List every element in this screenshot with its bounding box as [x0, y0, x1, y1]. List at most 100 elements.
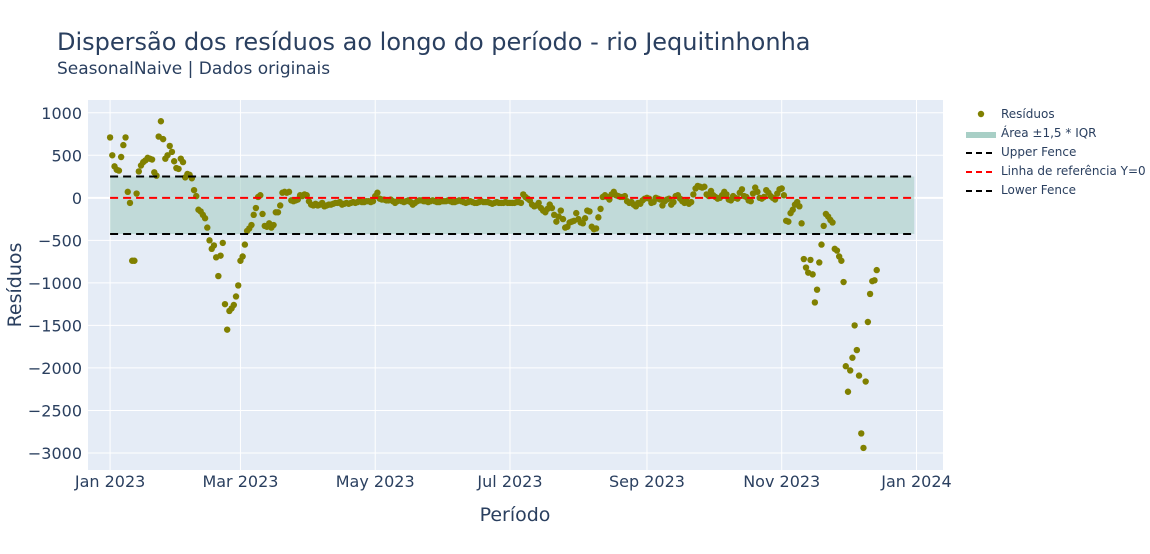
residual-point	[811, 299, 819, 306]
residual-point	[873, 266, 880, 274]
residual-point	[241, 241, 249, 248]
residual-point	[124, 188, 131, 196]
residual-point	[820, 222, 827, 230]
residual-point	[855, 372, 863, 379]
residual-point	[802, 264, 810, 271]
y-tick-label: −2000	[28, 359, 82, 378]
residual-point	[239, 253, 246, 260]
residual-point	[166, 142, 173, 150]
residual-point	[235, 282, 242, 289]
residual-point	[858, 430, 865, 437]
residual-point	[807, 256, 814, 264]
legend-marker-symbol	[977, 110, 985, 118]
residual-point	[573, 209, 580, 217]
x-tick-label: Jul 2023	[476, 472, 542, 491]
residual-point	[179, 158, 187, 166]
x-tick-label: Mar 2023	[202, 472, 278, 491]
legend: Resíduos Área ±1,5 * IQR Upper Fence Linha …	[966, 107, 1146, 197]
residual-point	[374, 189, 381, 196]
residual-point	[219, 239, 226, 247]
residual-point	[164, 152, 171, 159]
chart-subtitle: SeasonalNaive | Dados originais	[57, 59, 330, 79]
residual-point	[252, 204, 260, 212]
residual-point	[159, 135, 167, 143]
residual-point	[849, 354, 856, 361]
residual-point	[204, 224, 211, 231]
legend-label: Resíduos	[1001, 107, 1055, 121]
residual-point	[106, 134, 114, 141]
residual-point	[844, 388, 852, 395]
residual-point	[135, 168, 143, 175]
residual-point	[201, 215, 209, 222]
residual-point	[548, 204, 556, 212]
y-tick-label: −1500	[28, 316, 82, 335]
residual-point	[829, 219, 836, 226]
legend-label: Área ±1,5 * IQR	[1001, 125, 1097, 140]
residual-point	[210, 242, 218, 249]
residual-point	[579, 220, 587, 227]
residual-point	[816, 259, 823, 266]
residual-point	[117, 153, 125, 161]
residual-point	[813, 286, 821, 293]
residual-point	[369, 198, 377, 205]
residual-point	[215, 272, 222, 280]
y-tick-label: −3000	[28, 444, 82, 463]
residual-point	[838, 257, 845, 264]
residual-point	[232, 293, 240, 300]
residual-point	[217, 252, 224, 259]
residual-point	[595, 214, 602, 221]
residual-point	[274, 209, 282, 216]
residual-point	[592, 225, 600, 232]
residual-point	[754, 188, 761, 196]
residual-point	[285, 188, 293, 196]
residual-point	[221, 300, 229, 308]
legend-label: Linha de referência Y=0	[1001, 164, 1146, 178]
residual-point	[809, 271, 816, 278]
x-axis-ticks: Jan 2023 Mar 2023 May 2023 Jul 2023 Sep 2023…	[74, 472, 952, 491]
residual-point	[535, 199, 542, 207]
residual-point	[553, 218, 560, 225]
residual-point	[842, 363, 849, 370]
residual-point	[747, 198, 754, 205]
y-tick-label: 500	[51, 146, 82, 165]
residual-point	[557, 207, 564, 214]
residual-point	[133, 190, 140, 197]
residual-point	[175, 165, 182, 173]
residual-point	[270, 221, 277, 229]
residual-point	[230, 301, 238, 309]
residual-point	[798, 220, 805, 227]
x-tick-label: May 2023	[336, 472, 415, 491]
residual-point	[800, 255, 808, 263]
residual-point	[687, 198, 695, 206]
y-tick-label: −1000	[28, 274, 82, 293]
residual-point	[170, 158, 178, 165]
residual-point	[157, 118, 165, 125]
residual-point	[690, 191, 697, 198]
residual-point	[778, 185, 785, 192]
chart-title: Dispersão dos resíduos ao longo do perío…	[57, 28, 810, 56]
y-tick-label: −500	[38, 231, 82, 250]
residual-point	[853, 346, 861, 354]
residual-point	[581, 215, 589, 222]
residual-point	[109, 152, 116, 159]
residual-point	[190, 186, 198, 194]
y-tick-label: −2500	[28, 401, 82, 420]
y-axis-title: Resíduos	[4, 243, 26, 328]
residual-point	[115, 167, 123, 174]
residual-point	[559, 215, 567, 223]
residual-point	[789, 206, 796, 213]
x-tick-label: Jan 2023	[74, 472, 145, 491]
residual-point	[259, 210, 266, 218]
residual-point	[277, 202, 284, 209]
residual-point	[597, 205, 604, 213]
y-axis-ticks: 1000 500 0 −500 −1000 −1500 −2000 −2500 −3000	[28, 104, 82, 463]
residual-point	[517, 199, 525, 207]
plot-area	[88, 100, 943, 470]
residual-point	[670, 198, 677, 206]
residual-point	[862, 378, 869, 385]
legend-label: Lower Fence	[1001, 183, 1076, 197]
y-tick-label: 0	[72, 189, 82, 208]
legend-label: Upper Fence	[1001, 145, 1076, 159]
residual-point	[866, 290, 874, 298]
